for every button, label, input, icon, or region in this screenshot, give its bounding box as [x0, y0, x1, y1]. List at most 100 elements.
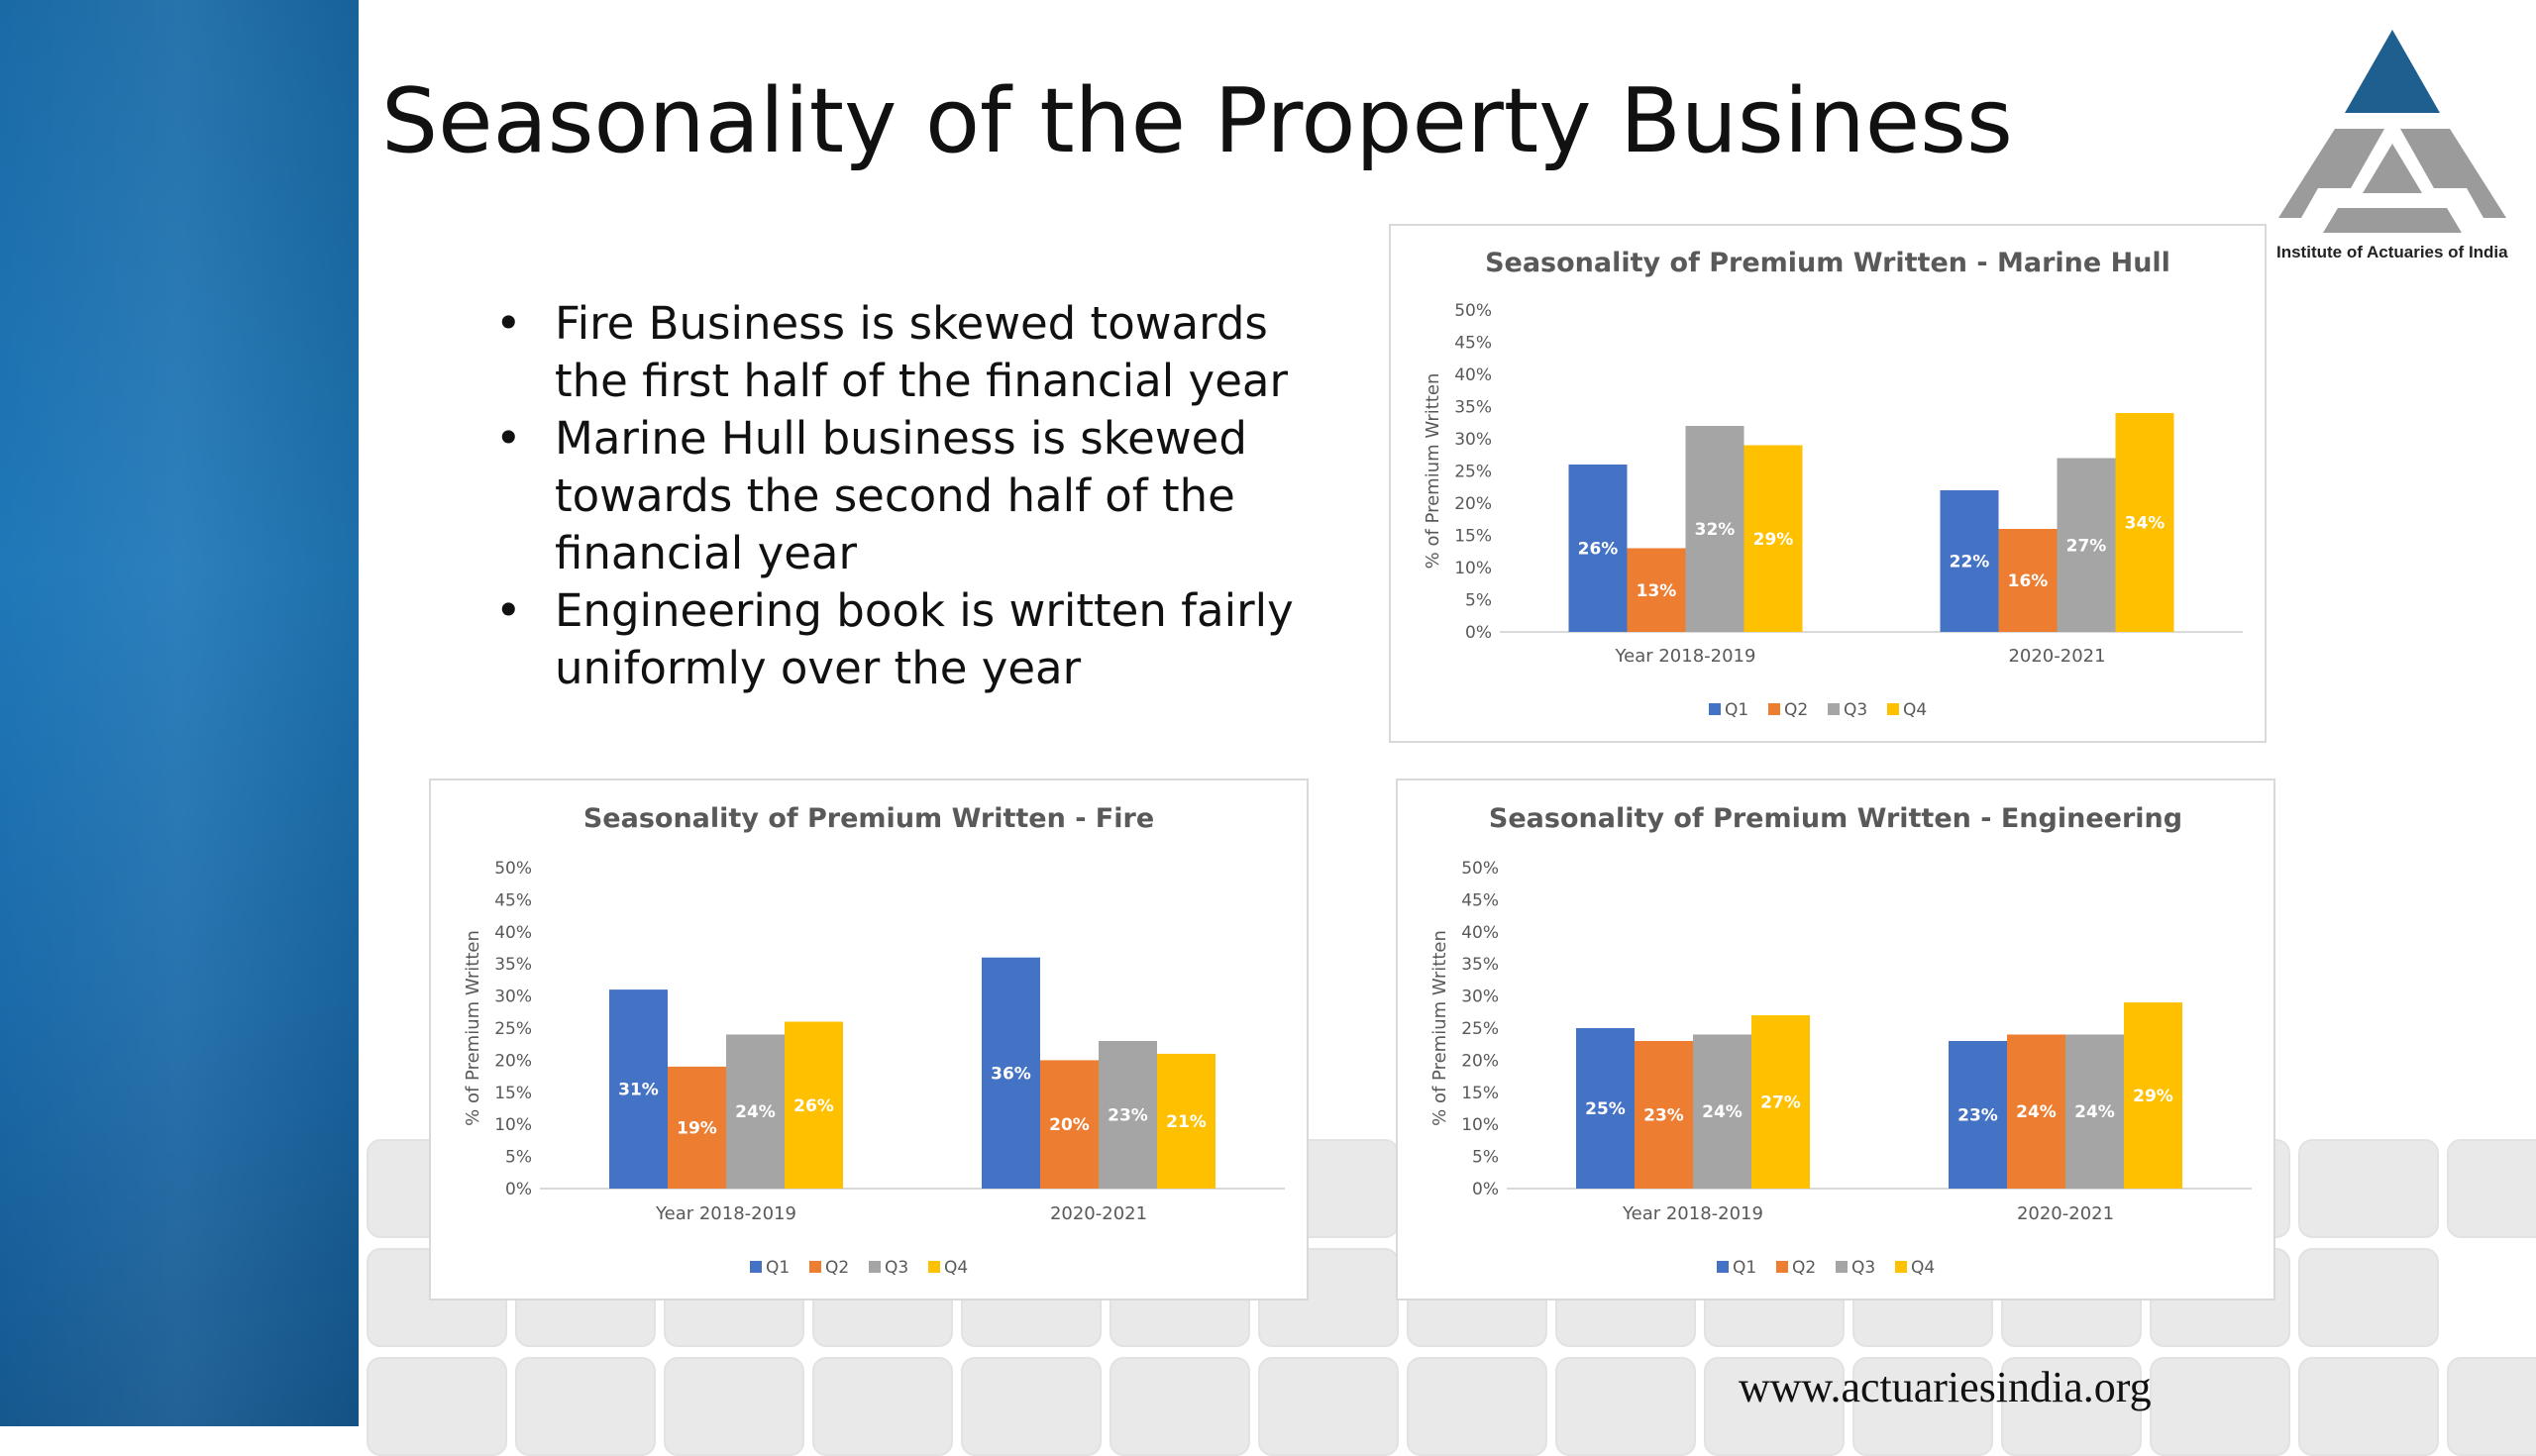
bar-q1: [1576, 1028, 1635, 1189]
legend-label: Q1: [766, 1258, 790, 1278]
y-tick-label: 40%: [1454, 365, 1492, 385]
y-tick-label: 5%: [505, 1148, 532, 1168]
y-tick-label: 30%: [494, 988, 532, 1007]
y-tick-label: 45%: [494, 890, 532, 910]
chart-title: Seasonality of Premium Written - Fire: [583, 803, 1154, 834]
legend-swatch-q4: [1895, 1261, 1907, 1273]
footer-url: www.actuariesindia.org: [1739, 1363, 2152, 1411]
legend-swatch-q1: [1709, 703, 1721, 715]
data-label: 25%: [1585, 1099, 1626, 1119]
data-label: 20%: [1049, 1115, 1090, 1135]
keyboard-key: [2150, 1357, 2290, 1456]
y-tick-label: 50%: [494, 859, 532, 879]
bar-q1: [1940, 490, 1999, 632]
chart-title: Seasonality of Premium Written - Marine …: [1485, 248, 2170, 278]
y-tick-label: 10%: [494, 1115, 532, 1135]
data-label: 29%: [1753, 530, 1794, 550]
bar-q4: [1751, 1015, 1810, 1189]
bullet-item: • Fire Business is skewed towards the fir…: [485, 295, 1298, 410]
y-axis-label: % of Premium Written: [1423, 373, 1443, 570]
bar-q3: [726, 1034, 785, 1189]
keyboard-key: [812, 1357, 953, 1456]
keyboard-key: [367, 1357, 507, 1456]
logo-top-triangle: [2345, 30, 2440, 113]
bullet-item: • Engineering book is written fairly unif…: [485, 582, 1298, 697]
logo-left-segment: [2278, 129, 2384, 218]
y-tick-label: 10%: [1454, 559, 1492, 578]
legend-swatch-q2: [1768, 703, 1780, 715]
data-label: 21%: [1166, 1112, 1207, 1132]
logo-bottom-segment: [2323, 208, 2462, 233]
bar-q4: [785, 1021, 843, 1189]
category-label: 2020-2021: [1050, 1203, 1147, 1224]
bullet-text: Fire Business is skewed towards the firs…: [555, 297, 1288, 407]
legend-swatch-q2: [1776, 1261, 1788, 1273]
legend-swatch-q3: [869, 1261, 881, 1273]
data-label: 31%: [618, 1081, 659, 1100]
keyboard-key: [961, 1357, 1102, 1456]
data-label: 24%: [2074, 1102, 2115, 1122]
keyboard-key: [2447, 1139, 2536, 1238]
bar-q4: [1157, 1053, 1215, 1189]
legend-swatch-q4: [928, 1261, 940, 1273]
keyboard-key: [1555, 1357, 1696, 1456]
engineering-chart: Seasonality of Premium Written - Enginee…: [1396, 779, 2275, 1300]
y-tick-label: 0%: [1472, 1180, 1499, 1199]
fire-chart: Seasonality of Premium Written - Fire 0% 5…: [429, 779, 1309, 1300]
bar-q4: [2115, 413, 2174, 632]
legend-label: Q4: [1911, 1258, 1935, 1278]
legend-swatch-q1: [750, 1261, 762, 1273]
y-tick-label: 10%: [1461, 1115, 1499, 1135]
y-tick-label: 35%: [1461, 955, 1499, 975]
fire-chart-svg: Seasonality of Premium Written - Fire 0% 5…: [463, 803, 1285, 1278]
bullet-text: Engineering book is written fairly unifo…: [555, 584, 1294, 694]
legend-swatch-q2: [809, 1261, 821, 1273]
y-tick-label: 20%: [1461, 1051, 1499, 1071]
bullet-dot: •: [495, 412, 522, 465]
marine-hull-chart-svg: Seasonality of Premium Written - Marine …: [1423, 248, 2243, 720]
slide-title: Seasonality of the Property Business: [381, 69, 2013, 173]
y-tick-label: 0%: [505, 1180, 532, 1199]
keyboard-key: [2447, 1357, 2536, 1456]
data-label: 23%: [1108, 1105, 1148, 1125]
bar-q3: [1693, 1034, 1751, 1189]
data-label: 27%: [1760, 1093, 1801, 1113]
y-tick-label: 5%: [1465, 591, 1492, 611]
y-tick-label: 30%: [1461, 988, 1499, 1007]
bar-q2: [1998, 529, 2058, 632]
data-label: 26%: [793, 1096, 834, 1116]
bar-q1: [982, 957, 1040, 1189]
y-tick-label: 35%: [494, 955, 532, 975]
sidebar-decoration: [0, 0, 359, 1426]
keyboard-key: [1258, 1357, 1399, 1456]
sidebar-stripe: [0, 0, 359, 1426]
bullet-dot: •: [495, 584, 522, 637]
category-label: Year 2018-2019: [655, 1203, 796, 1224]
keyboard-key: [515, 1357, 656, 1456]
actuaries-logo-icon: [2278, 30, 2506, 233]
data-label: 23%: [1643, 1105, 1684, 1125]
logo-right-segment: [2400, 129, 2506, 218]
bullet-item: • Marine Hull business is skewed towards …: [485, 410, 1298, 582]
y-tick-label: 45%: [1461, 890, 1499, 910]
legend-label: Q2: [1792, 1258, 1816, 1278]
bar-q3: [2065, 1034, 2124, 1189]
legend-label: Q2: [825, 1258, 849, 1278]
keyboard-key: [1110, 1357, 1250, 1456]
category-label: 2020-2021: [2017, 1203, 2114, 1224]
legend-label: Q4: [1903, 700, 1927, 720]
bar-q1: [1949, 1040, 2007, 1189]
legend-label: Q3: [885, 1258, 908, 1278]
logo-center-triangle: [2363, 144, 2422, 193]
y-tick-label: 35%: [1454, 398, 1492, 418]
bar-q2: [1635, 1040, 1693, 1189]
y-tick-label: 30%: [1454, 430, 1492, 450]
bar-q3: [2057, 458, 2116, 632]
keyboard-key: [1407, 1357, 1547, 1456]
logo-caption: Institute of Actuaries of India: [2276, 243, 2508, 261]
bar-q3: [1685, 426, 1744, 632]
y-tick-label: 15%: [1461, 1084, 1499, 1103]
bar-q1: [1568, 465, 1628, 632]
engineering-chart-svg: Seasonality of Premium Written - Enginee…: [1429, 803, 2252, 1278]
category-label: 2020-2021: [2008, 646, 2105, 667]
